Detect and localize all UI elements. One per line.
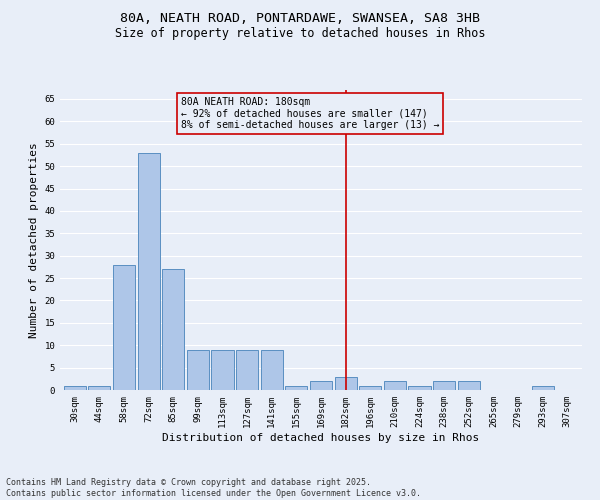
Bar (310, 381, 332, 390)
Bar (137, 152, 160, 390)
Bar (64, 386, 86, 390)
Text: Contains HM Land Registry data © Crown copyright and database right 2025.
Contai: Contains HM Land Registry data © Crown c… (6, 478, 421, 498)
Bar (88, 386, 110, 390)
Bar (359, 386, 382, 390)
Bar (458, 381, 480, 390)
Text: Size of property relative to detached houses in Rhos: Size of property relative to detached ho… (115, 28, 485, 40)
Bar (433, 381, 455, 390)
Y-axis label: Number of detached properties: Number of detached properties (29, 142, 39, 338)
Bar (532, 386, 554, 390)
Text: 80A, NEATH ROAD, PONTARDAWE, SWANSEA, SA8 3HB: 80A, NEATH ROAD, PONTARDAWE, SWANSEA, SA… (120, 12, 480, 26)
Bar (409, 386, 431, 390)
Bar (285, 386, 307, 390)
Bar (260, 350, 283, 390)
Bar (211, 350, 233, 390)
X-axis label: Distribution of detached houses by size in Rhos: Distribution of detached houses by size … (163, 432, 479, 442)
Text: 80A NEATH ROAD: 180sqm
← 92% of detached houses are smaller (147)
8% of semi-det: 80A NEATH ROAD: 180sqm ← 92% of detached… (181, 96, 439, 130)
Bar (187, 350, 209, 390)
Bar (335, 376, 357, 390)
Bar (113, 264, 135, 390)
Bar (236, 350, 258, 390)
Bar (162, 269, 184, 390)
Bar (384, 381, 406, 390)
